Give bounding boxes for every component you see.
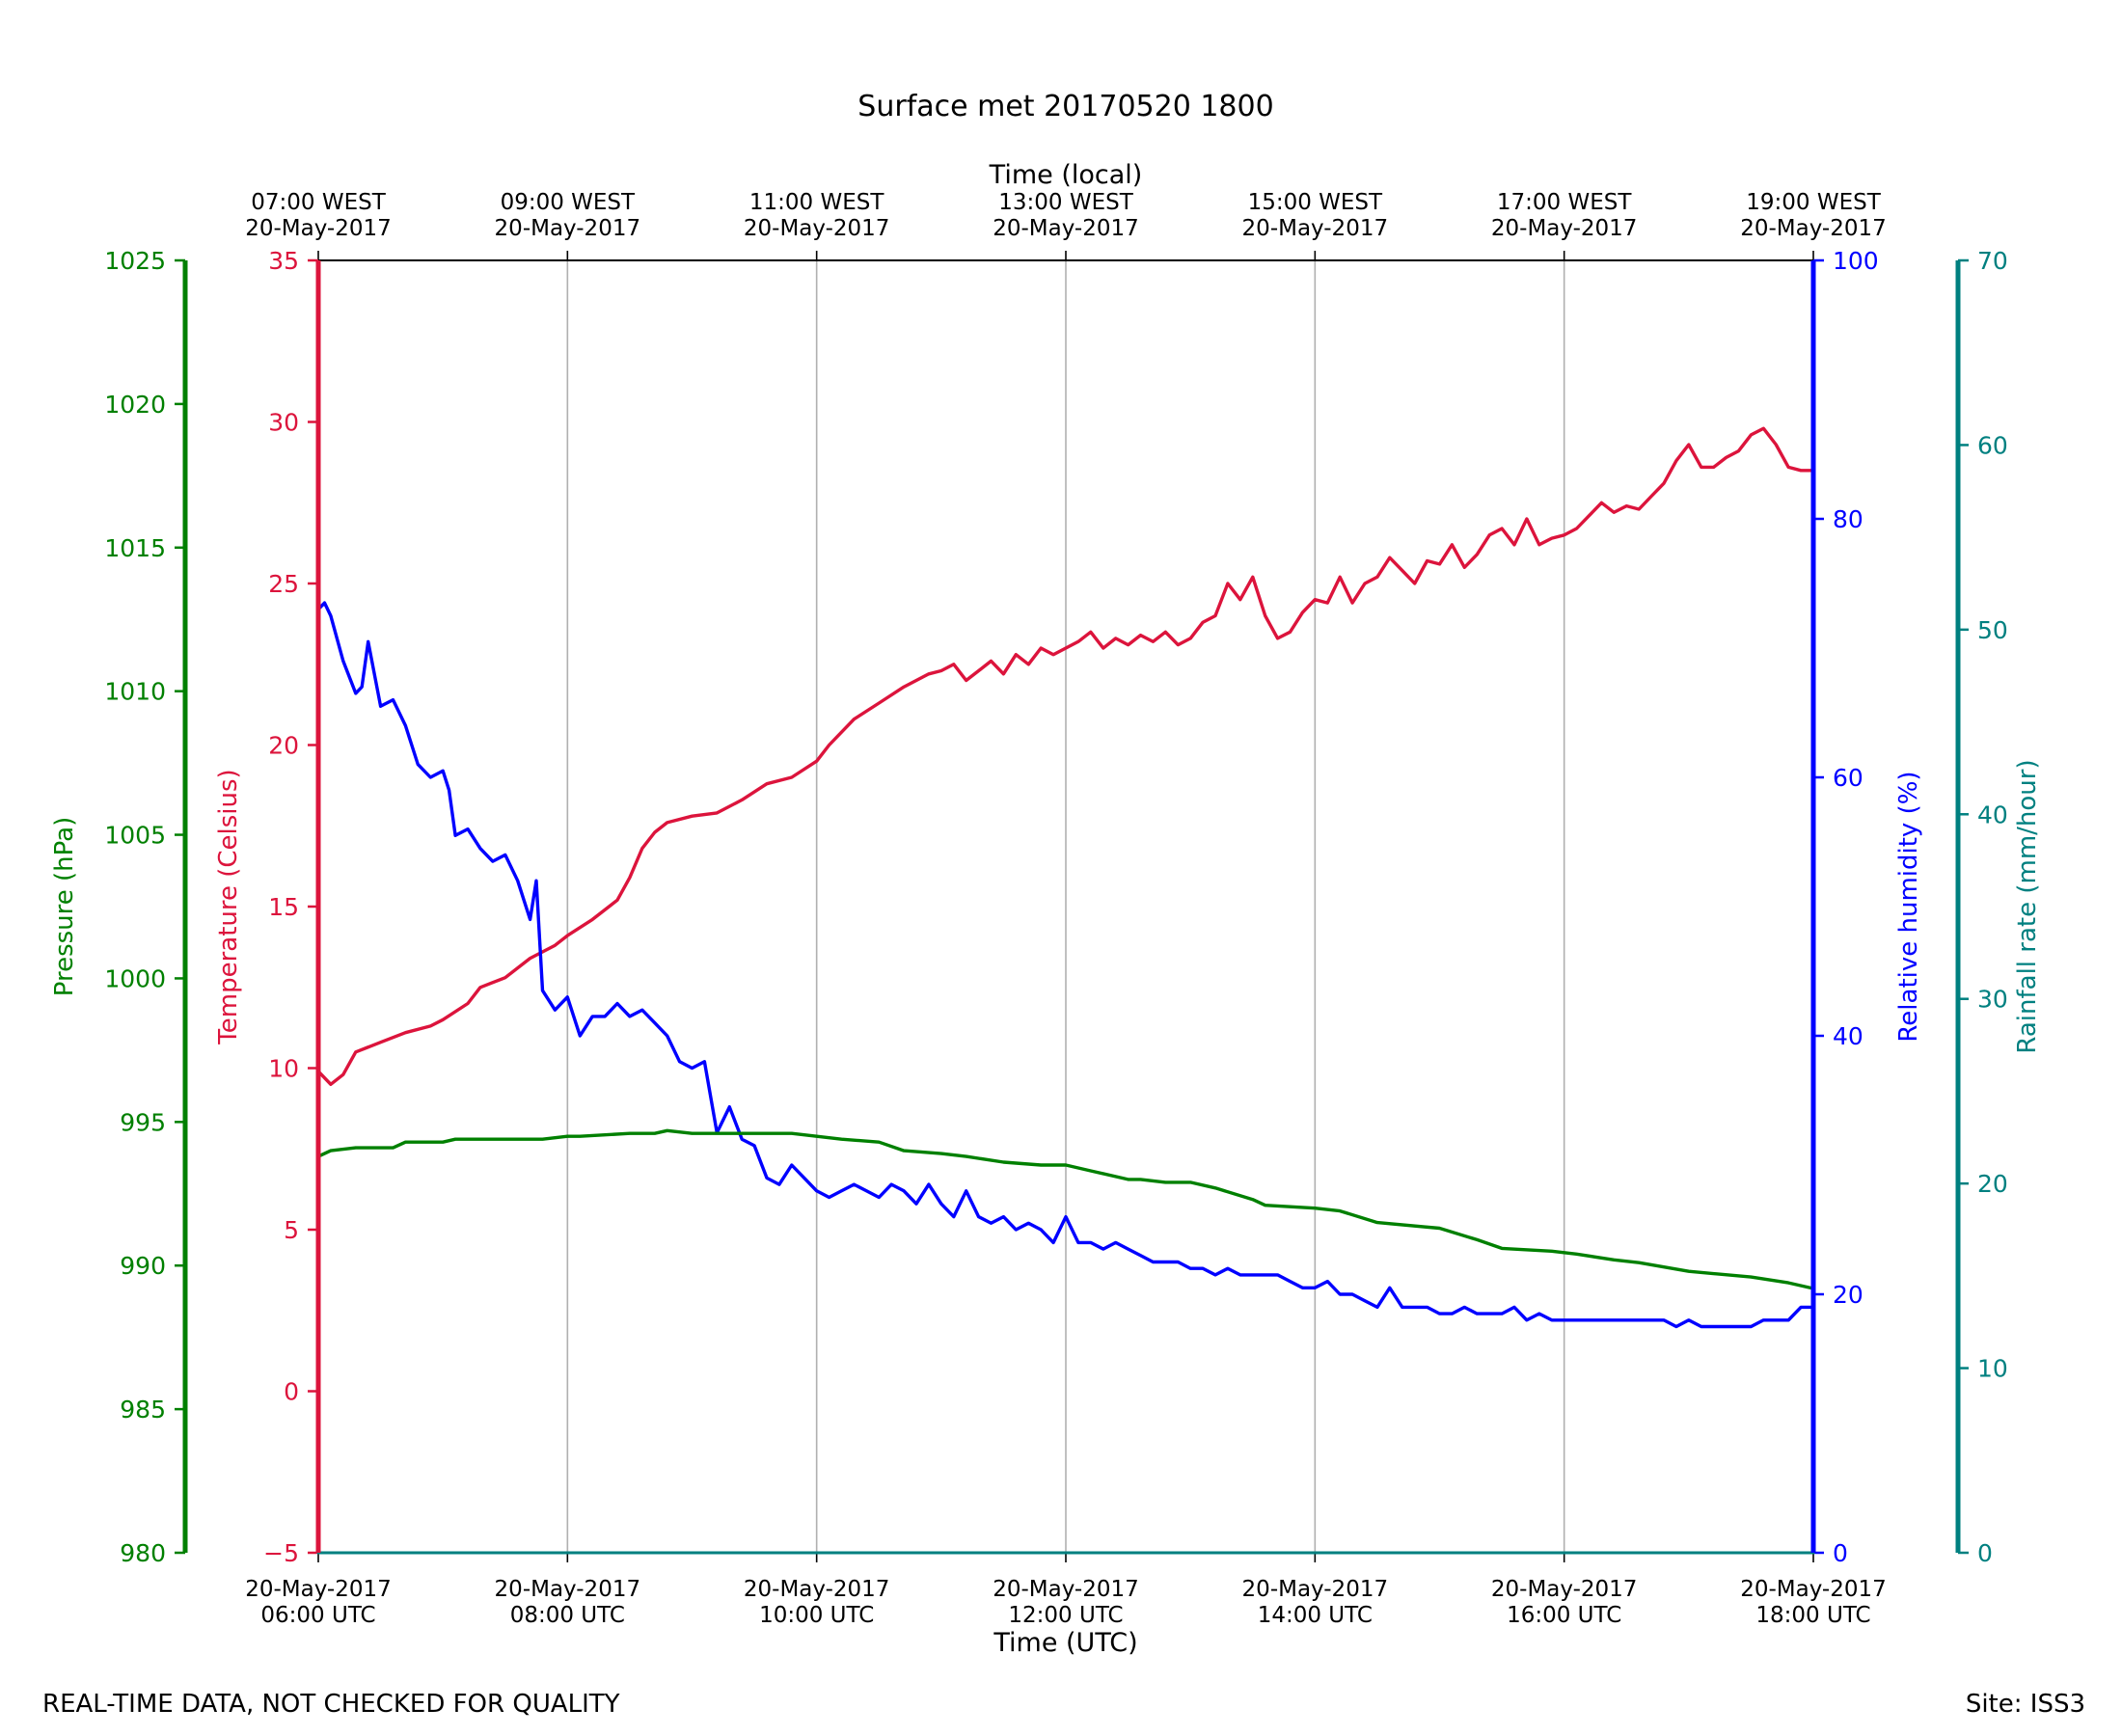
pressure-tick-label: 1010 <box>104 678 166 706</box>
x-tick-label-local-time: 09:00 WEST <box>501 190 636 215</box>
x-tick-label-utc-time: 14:00 UTC <box>1258 1603 1373 1628</box>
x-tick-label-utc-time: 16:00 UTC <box>1507 1603 1621 1628</box>
temperature-tick-label: 0 <box>284 1378 299 1406</box>
x-tick-label-local-date: 20-May-2017 <box>1740 216 1887 241</box>
x-tick-label-utc-date: 20-May-2017 <box>744 1577 890 1602</box>
pressure-tick-label: 980 <box>120 1539 166 1567</box>
humidity-tick-label: 80 <box>1833 505 1864 533</box>
pressure-tick-label: 1005 <box>104 822 166 850</box>
x-tick-label-local-time: 13:00 WEST <box>998 190 1133 215</box>
temperature-tick-label: 10 <box>268 1055 299 1083</box>
rainfall-tick-label: 10 <box>1977 1355 2008 1383</box>
humidity-tick-label: 0 <box>1833 1539 1848 1567</box>
x-tick-label-local-date: 20-May-2017 <box>744 216 890 241</box>
temperature-tick-label: 15 <box>268 893 299 921</box>
x-tick-label-utc-time: 12:00 UTC <box>1008 1603 1123 1628</box>
x-tick-label-utc-date: 20-May-2017 <box>1740 1577 1887 1602</box>
surface-met-chart: Surface met 20170520 1800 Time (local) T… <box>0 0 2122 1736</box>
humidity-tick-label: 60 <box>1833 764 1864 792</box>
site-label: Site: ISS3 <box>1966 1690 2085 1719</box>
x-tick-label-local-time: 15:00 WEST <box>1248 190 1383 215</box>
rainfall-tick-label: 50 <box>1977 616 2008 644</box>
rainfall-axis-label: Rainfall rate (mm/hour) <box>2013 759 2042 1053</box>
x-tick-label-utc-time: 06:00 UTC <box>260 1603 375 1628</box>
pressure-tick-label: 1025 <box>104 247 166 275</box>
x-tick-label-utc-date: 20-May-2017 <box>245 1577 392 1602</box>
utc-time-axis-label: Time (UTC) <box>993 1628 1137 1658</box>
x-tick-label-utc-date: 20-May-2017 <box>495 1577 641 1602</box>
pressure-tick-label: 1020 <box>104 391 166 419</box>
x-tick-label-local-time: 07:00 WEST <box>251 190 386 215</box>
x-tick-label-utc-date: 20-May-2017 <box>1491 1577 1638 1602</box>
x-tick-label-local-date: 20-May-2017 <box>1242 216 1389 241</box>
pressure-tick-label: 985 <box>120 1396 166 1424</box>
temperature-tick-label: 20 <box>268 732 299 760</box>
rainfall-tick-label: 60 <box>1977 431 2008 459</box>
rainfall-tick-label: 30 <box>1977 986 2008 1014</box>
x-tick-label-local-date: 20-May-2017 <box>1491 216 1638 241</box>
chart-title: Surface met 20170520 1800 <box>857 90 1273 123</box>
pressure-tick-label: 995 <box>120 1108 166 1136</box>
x-tick-label-local-time: 11:00 WEST <box>749 190 884 215</box>
pressure-axis-label: Pressure (hPa) <box>50 817 79 997</box>
temperature-tick-label: 25 <box>268 570 299 598</box>
x-tick-label-local-date: 20-May-2017 <box>245 216 392 241</box>
temperature-axis-label: Temperature (Celsius) <box>214 769 243 1044</box>
pressure-tick-label: 1015 <box>104 534 166 562</box>
humidity-tick-label: 20 <box>1833 1281 1864 1309</box>
x-tick-label-local-date: 20-May-2017 <box>993 216 1139 241</box>
humidity-tick-label: 100 <box>1833 247 1879 275</box>
x-tick-label-utc-date: 20-May-2017 <box>993 1577 1139 1602</box>
data-quality-note: REAL-TIME DATA, NOT CHECKED FOR QUALITY <box>42 1690 620 1719</box>
local-time-axis-label: Time (local) <box>989 160 1143 190</box>
temperature-tick-label: −5 <box>263 1539 299 1567</box>
rainfall-tick-label: 0 <box>1977 1539 1993 1567</box>
x-tick-label-utc-time: 08:00 UTC <box>510 1603 625 1628</box>
humidity-axis-label: Relative humidity (%) <box>1894 771 1923 1042</box>
x-tick-label-utc-time: 18:00 UTC <box>1755 1603 1870 1628</box>
rainfall-tick-label: 70 <box>1977 247 2008 275</box>
rainfall-tick-label: 20 <box>1977 1170 2008 1198</box>
temperature-tick-label: 5 <box>284 1216 299 1244</box>
x-tick-label-local-time: 17:00 WEST <box>1497 190 1632 215</box>
pressure-tick-label: 1000 <box>104 964 166 992</box>
pressure-tick-label: 990 <box>120 1252 166 1280</box>
temperature-tick-label: 30 <box>268 409 299 437</box>
x-tick-label-local-date: 20-May-2017 <box>495 216 641 241</box>
rainfall-tick-label: 40 <box>1977 800 2008 828</box>
x-tick-label-utc-date: 20-May-2017 <box>1242 1577 1389 1602</box>
temperature-tick-label: 35 <box>268 247 299 275</box>
x-tick-label-utc-time: 10:00 UTC <box>759 1603 874 1628</box>
humidity-tick-label: 40 <box>1833 1022 1864 1050</box>
x-tick-label-local-time: 19:00 WEST <box>1746 190 1881 215</box>
